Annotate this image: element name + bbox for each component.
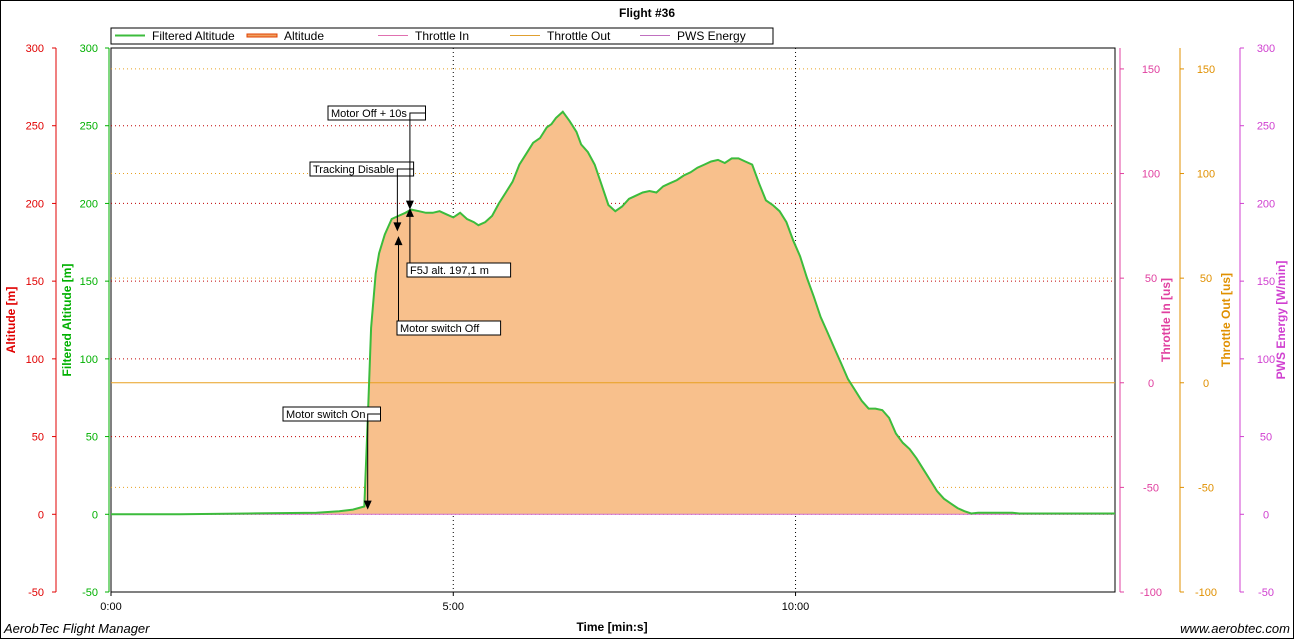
y-axis-label: PWS Energy [W/min] [1274,261,1288,380]
y-tick-label: 100 [1142,169,1160,181]
y-tick-label: 150 [26,276,44,288]
y-tick-label: 200 [80,198,98,210]
annotation-2: Motor switch Off [396,244,502,336]
y-tick-label: 200 [26,198,44,210]
annotation-box [396,320,502,336]
y-axis-label: Filtered Altitude [m] [60,264,74,377]
annotation-arrow [405,200,414,210]
annotation-1: Tracking Disable [309,161,415,224]
y-tick-label: -50 [28,587,44,599]
annotation-label: Tracking Disable [313,164,395,176]
annotation-4: F5J alt. 197,1 m [406,215,512,278]
legend-label: Throttle In [415,29,469,43]
legend-item-4: PWS Energy [640,29,746,43]
x-axis-label: Time [min:s] [576,620,647,634]
y-tick-label: 0 [1148,378,1154,390]
legend-label: Altitude [284,29,324,43]
x-tick-label: 5:00 [443,601,464,613]
y-tick-label: 300 [80,43,98,55]
annotation-connector [367,413,381,502]
y-tick-label: 0 [92,509,98,521]
y-tick-label: -50 [1143,482,1159,494]
legend-item-3: Throttle Out [510,29,611,43]
annotation-box [406,262,512,278]
annotation-label: F5J alt. 197,1 m [410,265,489,277]
legend-swatch [246,33,278,38]
annotation-arrow [394,236,403,246]
y-tick-label: 50 [1200,273,1212,285]
legend: Filtered Altitude Altitude Throttle In Thro… [110,27,774,45]
y-tick-label: 100 [1197,169,1215,181]
legend-label: PWS Energy [677,29,746,43]
y-tick-label: 0 [38,509,44,521]
annotation-arrow [393,222,402,232]
y-axis-0: 300 250 200 150 100 50 0 -50 Altitude [m] [4,43,57,599]
y-tick-label: 200 [1257,198,1275,210]
chart-title: Flight #36 [619,6,675,20]
altitude-area [111,111,1115,515]
y-tick-label: 150 [1142,64,1160,76]
annotation-label: Motor switch Off [400,323,480,335]
y-tick-label: 50 [32,432,44,444]
y-axis-1: 300 250 200 150 100 50 0 -50 Filtered Altitude [… [60,43,110,599]
y-tick-label: 50 [1260,432,1272,444]
footer-website: www.aerobtec.com [1180,621,1290,636]
y-tick-label: 100 [26,354,44,366]
y-tick-label: 250 [1257,121,1275,133]
annotation-arrow [405,207,414,217]
legend-item-0: Filtered Altitude [115,29,235,43]
annotation-label: Motor switch On [286,409,365,421]
y-axis-3: 150 100 50 0 -50 -100 Throttle Out [us] [1179,48,1233,599]
y-tick-label: -50 [1258,587,1274,599]
y-axis-label: Throttle In [us] [1159,278,1173,362]
y-tick-label: 300 [1257,43,1275,55]
y-tick-label: 300 [26,43,44,55]
y-tick-label: 250 [80,121,98,133]
y-tick-label: 0 [1203,378,1209,390]
legend-item-1: Altitude [246,29,324,43]
x-axis: 0:00 5:00 10:00 [100,592,809,613]
annotations: Motor switch On Tracking Disable Motor swi… [282,105,512,510]
y-tick-label: 100 [1257,354,1275,366]
y-axis-label: Throttle Out [us] [1219,273,1233,367]
y-tick-label: 100 [80,354,98,366]
y-tick-label: 150 [80,276,98,288]
y-axis-4: 300 250 200 150 100 50 0 -50 PWS Energy [W/min] [1239,43,1288,599]
series-layer [111,110,1115,516]
legend-label: Throttle Out [547,29,611,43]
y-axis-2: 150 100 50 0 -50 -100 Throttle In [us] [1119,48,1173,599]
annotation-label: Motor Off + 10s [331,108,407,120]
x-tick-label: 0:00 [100,601,121,613]
x-tick-label: 10:00 [782,601,810,613]
legend-item-2: Throttle In [378,29,469,43]
y-tick-label: 250 [26,121,44,133]
annotation-connector [396,168,414,224]
filtered-altitude-line [111,110,1115,516]
y-tick-label: -100 [1195,587,1217,599]
axes: 300 250 200 150 100 50 0 -50 Altitude [m] 300 250 2… [4,43,1288,599]
annotation-arrow [363,500,372,510]
legend-box [110,27,774,45]
y-tick-label: 150 [1257,276,1275,288]
annotation-0: Motor switch On [282,406,381,502]
y-tick-label: 0 [1263,509,1269,521]
y-axis-label: Altitude [m] [4,287,18,354]
y-tick-label: -100 [1140,587,1162,599]
y-tick-label: 50 [86,432,98,444]
footer-app-name: AerobTec Flight Manager [3,621,150,636]
y-tick-label: -50 [1198,482,1214,494]
y-tick-label: 50 [1145,273,1157,285]
y-tick-label: -50 [82,587,98,599]
legend-label: Filtered Altitude [152,29,235,43]
annotation-connector [409,112,426,202]
annotation-3: Motor Off + 10s [327,105,426,202]
y-tick-label: 150 [1197,64,1215,76]
